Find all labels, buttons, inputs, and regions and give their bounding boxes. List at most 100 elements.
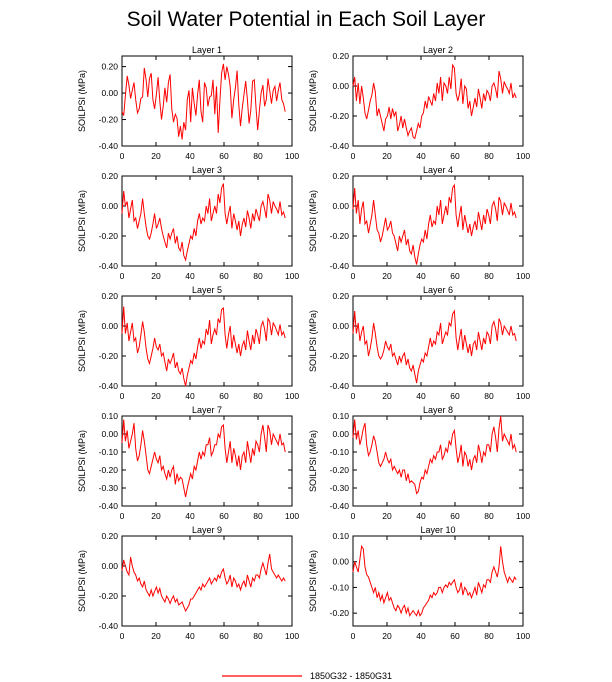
y-tick-label: 0.20 <box>332 171 349 181</box>
x-tick-label: 0 <box>120 151 125 161</box>
x-tick-label: 100 <box>285 511 299 521</box>
x-tick-label: 80 <box>484 151 494 161</box>
series-line <box>121 306 286 387</box>
x-tick-label: 100 <box>285 271 299 281</box>
x-tick-label: 60 <box>219 151 229 161</box>
y-tick-label: 0.00 <box>332 201 349 211</box>
plot-frame <box>121 535 293 627</box>
x-tick-label: 40 <box>185 151 195 161</box>
y-tick-label: -0.20 <box>99 115 119 125</box>
y-tick-label: 0.00 <box>101 321 118 331</box>
y-tick-label: -0.40 <box>330 381 350 391</box>
x-tick-label: 60 <box>219 511 229 521</box>
y-tick-label: -0.40 <box>330 141 350 151</box>
x-tick-label: 100 <box>285 151 299 161</box>
x-tick-label: 0 <box>120 391 125 401</box>
y-tick-label: -0.20 <box>330 351 350 361</box>
x-tick-label: 60 <box>450 511 460 521</box>
y-axis-label: SOILPSI (MPa) <box>308 550 318 612</box>
panel-title: Layer 7 <box>192 405 222 415</box>
x-tick-label: 60 <box>450 631 460 641</box>
y-axis-label: SOILPSI (MPa) <box>308 190 318 252</box>
y-tick-label: 0.00 <box>332 429 349 439</box>
x-tick-label: 20 <box>382 391 392 401</box>
x-tick-label: 40 <box>416 631 426 641</box>
y-tick-label: -0.20 <box>330 231 350 241</box>
x-tick-label: 40 <box>416 271 426 281</box>
x-tick-label: 0 <box>351 511 356 521</box>
x-tick-label: 100 <box>285 391 299 401</box>
panel-title: Layer 6 <box>423 285 453 295</box>
x-tick-label: 100 <box>516 511 530 521</box>
y-tick-label: -0.10 <box>330 447 350 457</box>
series-line <box>352 63 517 140</box>
y-tick-label: -0.30 <box>330 483 350 493</box>
x-tick-label: 60 <box>219 271 229 281</box>
y-tick-label: 0.20 <box>101 171 118 181</box>
x-tick-label: 60 <box>450 271 460 281</box>
y-tick-label: 0.20 <box>332 291 349 301</box>
y-tick-label: 0.10 <box>101 411 118 421</box>
series-line <box>352 544 517 617</box>
x-tick-label: 0 <box>351 631 356 641</box>
x-tick-label: 0 <box>351 151 356 161</box>
panel-layer-1: Layer 1 SOILPSI (MPa) 0 20 40 60 80 100 -0.40 -0.… <box>77 45 299 161</box>
x-tick-label: 80 <box>484 271 494 281</box>
y-axis-label: SOILPSI (MPa) <box>77 310 87 372</box>
plot-frame <box>352 175 524 267</box>
y-axis-label: SOILPSI (MPa) <box>308 70 318 132</box>
y-tick-label: -0.40 <box>330 501 350 511</box>
x-tick-label: 0 <box>120 271 125 281</box>
y-tick-label: 0.00 <box>332 321 349 331</box>
y-tick-label: -0.40 <box>99 501 119 511</box>
y-tick-label: -0.30 <box>99 483 119 493</box>
x-tick-label: 0 <box>120 631 125 641</box>
x-tick-label: 20 <box>382 631 392 641</box>
x-tick-label: 60 <box>450 391 460 401</box>
x-tick-label: 0 <box>351 271 356 281</box>
panel-layer-2: Layer 2 SOILPSI (MPa) 0 20 40 60 80 100 -0.40 -0.… <box>308 45 530 161</box>
x-tick-label: 80 <box>253 271 263 281</box>
series-line <box>352 183 517 265</box>
y-tick-label: 0.20 <box>101 291 118 301</box>
x-tick-label: 20 <box>382 511 392 521</box>
page-title: Soil Water Potential in Each Soil Layer <box>126 8 486 31</box>
panel-title: Layer 9 <box>192 525 222 535</box>
panel-layer-3: Layer 3 SOILPSI (MPa) 0 20 40 60 80 100 -0.40 -0.… <box>77 165 299 281</box>
x-tick-label: 20 <box>151 151 161 161</box>
x-tick-label: 100 <box>516 271 530 281</box>
y-tick-label: -0.20 <box>99 465 119 475</box>
x-tick-label: 0 <box>351 391 356 401</box>
series-line <box>352 415 517 495</box>
panel-title: Layer 1 <box>192 45 222 55</box>
y-tick-label: 0.00 <box>332 81 349 91</box>
x-tick-label: 60 <box>450 151 460 161</box>
legend: 1850G32 - 1850G31 <box>222 671 392 681</box>
plot-frame <box>121 175 293 267</box>
series-line <box>121 419 286 498</box>
x-tick-label: 80 <box>253 511 263 521</box>
plot-frame <box>121 415 293 507</box>
x-tick-label: 80 <box>253 151 263 161</box>
y-tick-label: 0.00 <box>101 429 118 439</box>
x-tick-label: 40 <box>185 271 195 281</box>
panel-title: Layer 4 <box>423 165 453 175</box>
x-tick-label: 100 <box>516 151 530 161</box>
x-tick-label: 80 <box>484 391 494 401</box>
plot-frame <box>121 295 293 387</box>
y-tick-label: -0.20 <box>330 608 350 618</box>
y-axis-label: SOILPSI (MPa) <box>77 70 87 132</box>
x-tick-label: 80 <box>484 511 494 521</box>
y-tick-label: -0.40 <box>99 621 119 631</box>
y-tick-label: -0.40 <box>99 261 119 271</box>
panel-layer-4: Layer 4 SOILPSI (MPa) 0 20 40 60 80 100 -0.40 -0.… <box>308 165 530 281</box>
y-axis-label: SOILPSI (MPa) <box>77 190 87 252</box>
panel-layer-7: Layer 7 SOILPSI (MPa) 0 20 40 60 80 100 -0.40 -0.… <box>77 405 299 521</box>
y-axis-label: SOILPSI (MPa) <box>308 430 318 492</box>
panel-title: Layer 2 <box>423 45 453 55</box>
series-line <box>121 63 286 140</box>
y-tick-label: 0.00 <box>101 561 118 571</box>
x-tick-label: 20 <box>382 151 392 161</box>
x-tick-label: 60 <box>219 631 229 641</box>
x-tick-label: 20 <box>151 391 161 401</box>
